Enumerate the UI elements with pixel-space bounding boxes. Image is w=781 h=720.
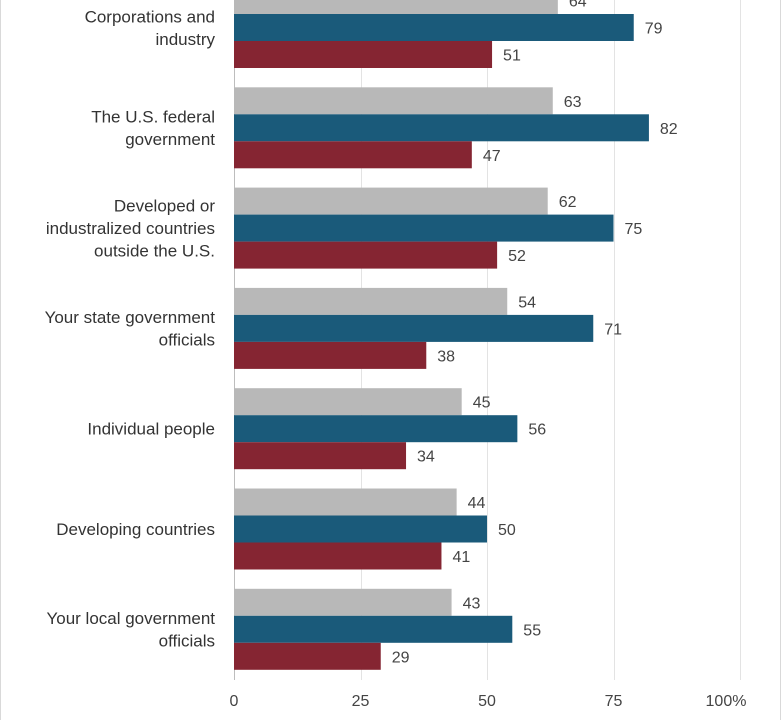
bar <box>234 388 462 416</box>
bar-value-label: 43 <box>463 595 481 612</box>
bar-value-label: 63 <box>564 94 582 111</box>
bar-value-label: 56 <box>528 422 546 439</box>
bars: 64 79 51 63 82 47 62 75 52 54 71 38 45 56 34 44 50 41 43 55… <box>234 0 678 670</box>
bar-value-label: 44 <box>468 495 486 512</box>
bar-value-label: 55 <box>523 622 541 639</box>
bar-value-label: 82 <box>660 121 678 138</box>
bar-value-label: 45 <box>473 395 491 412</box>
bar <box>234 141 472 169</box>
bar <box>234 114 649 142</box>
bar-value-label: 54 <box>518 294 536 311</box>
x-tick-label: 50 <box>478 693 496 710</box>
bar-value-label: 75 <box>625 221 643 238</box>
bar <box>234 415 518 443</box>
x-tick-label: 0 <box>230 693 239 710</box>
bar <box>234 187 548 215</box>
category-label-line: Your local government <box>46 609 215 628</box>
category-label-line: Developed or <box>114 197 215 216</box>
x-tick-label: 75 <box>605 693 623 710</box>
category-label-line: The U.S. federal <box>91 108 215 127</box>
bar <box>234 615 513 643</box>
category-label-line: Individual people <box>87 420 215 439</box>
category-label-line: Developing countries <box>56 520 215 539</box>
bar-value-label: 51 <box>503 48 521 65</box>
category-label-line: government <box>125 130 215 149</box>
bar <box>234 14 634 41</box>
bar <box>234 442 407 470</box>
bar-value-label: 47 <box>483 148 501 165</box>
x-axis-ticks: 0 25 50 75 100% <box>230 693 747 710</box>
bar-value-label: 34 <box>417 449 435 466</box>
category-label: Corporations and industry <box>85 7 216 49</box>
bar <box>234 515 487 543</box>
bar <box>234 341 427 369</box>
category-label: Individual people <box>87 420 215 439</box>
category-label: Developing countries <box>56 520 215 539</box>
category-label-line: Corporations and <box>85 7 215 26</box>
x-tick-label: 100% <box>706 693 747 710</box>
category-label-line: Your state government <box>45 308 216 327</box>
bar <box>234 214 614 242</box>
category-label: The U.S. federal government <box>91 108 215 150</box>
bar <box>234 488 457 516</box>
category-label-line: industralized countries <box>46 219 215 238</box>
bar <box>234 287 508 315</box>
bar <box>234 314 594 342</box>
bar-value-label: 79 <box>645 21 663 38</box>
category-label-line: industry <box>155 30 215 49</box>
bar <box>234 542 442 570</box>
category-label: Your local government officials <box>46 609 215 651</box>
bar-value-label: 71 <box>604 321 622 338</box>
bar-value-label: 62 <box>559 194 577 211</box>
bar-value-label: 50 <box>498 522 516 539</box>
category-label: Developed or industralized countries outsi… <box>46 197 215 261</box>
category-label: Your state government officials <box>45 308 216 350</box>
x-tick-label: 25 <box>352 693 370 710</box>
category-label-line: officials <box>159 331 215 350</box>
bar <box>234 0 558 14</box>
bar <box>234 588 452 616</box>
category-label-line: outside the U.S. <box>94 242 215 261</box>
bar <box>234 87 553 115</box>
bar <box>234 642 381 670</box>
bar <box>234 41 493 68</box>
bar-value-label: 29 <box>392 649 410 666</box>
category-label-line: officials <box>159 632 215 651</box>
bar-value-label: 41 <box>452 549 470 566</box>
bar-value-label: 38 <box>437 348 455 365</box>
bar-value-label: 52 <box>508 248 526 265</box>
bar-value-label: 64 <box>569 0 587 11</box>
bar <box>234 241 498 269</box>
category-labels: Corporations and industry The U.S. federal… <box>45 7 216 650</box>
